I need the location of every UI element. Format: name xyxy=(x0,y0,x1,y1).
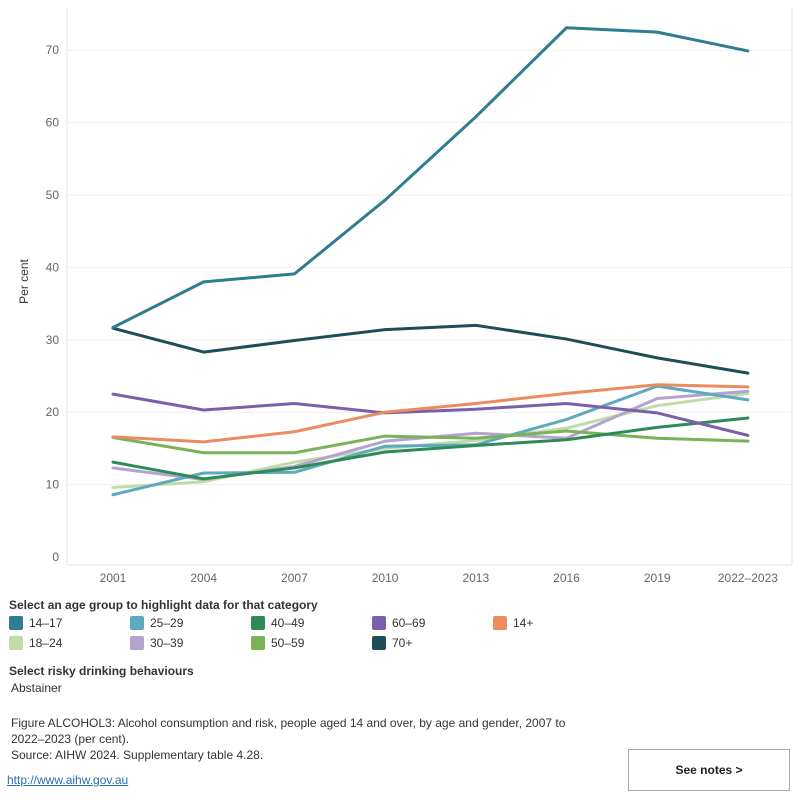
legend-swatch xyxy=(130,616,144,630)
legend-swatch xyxy=(9,636,23,650)
x-tick-label: 2016 xyxy=(553,571,580,585)
y-tick-label: 70 xyxy=(46,43,60,57)
y-tick-label: 60 xyxy=(46,116,60,130)
series-line-40–49[interactable] xyxy=(111,416,750,481)
series-line-70+[interactable] xyxy=(111,323,750,375)
series-line-50–59[interactable] xyxy=(111,429,750,455)
legend-label: 40–49 xyxy=(271,616,305,630)
legend-swatch xyxy=(9,616,23,630)
legend-swatch xyxy=(251,616,265,630)
y-tick-label: 20 xyxy=(46,405,60,419)
legend-label: 18–24 xyxy=(29,636,63,650)
legend-item-14+[interactable]: 14+ xyxy=(493,614,533,632)
see-notes-button[interactable]: See notes > xyxy=(628,749,790,791)
legend-item-60–69[interactable]: 60–69 xyxy=(372,614,425,632)
legend-label: 30–39 xyxy=(150,636,184,650)
legend-item-70+[interactable]: 70+ xyxy=(372,634,412,652)
legend-swatch xyxy=(251,636,265,650)
risk-behaviour-title: Select risky drinking behaviours xyxy=(9,664,194,678)
x-tick-label: 2004 xyxy=(190,571,217,585)
x-tick-label: 2007 xyxy=(281,571,308,585)
x-tick-label: 2013 xyxy=(462,571,489,585)
legend-label: 25–29 xyxy=(150,616,184,630)
y-tick-label: 10 xyxy=(46,478,60,492)
x-tick-label: 2010 xyxy=(372,571,399,585)
legend-label: 14+ xyxy=(513,616,534,630)
series-lines xyxy=(111,26,750,497)
y-tick-label: 40 xyxy=(46,260,60,274)
x-tick-label: 2022–2023 xyxy=(718,571,778,585)
caption-source: Source: AIHW 2024. Supplementary table 4… xyxy=(11,748,264,762)
x-tick-label: 2001 xyxy=(100,571,127,585)
legend-label: 60–69 xyxy=(392,616,426,630)
line-chart: 0 10 20 30 40 50 60 70 2001 2004 2007 2010 2013 2016… xyxy=(17,8,793,585)
figure-caption: Figure ALCOHOL3: Alcohol consumption and… xyxy=(11,715,601,763)
legend-item-14–17[interactable]: 14–17 xyxy=(9,614,62,632)
legend-label: 50–59 xyxy=(271,636,305,650)
y-tick-label: 0 xyxy=(52,550,59,564)
legend-swatch xyxy=(372,636,386,650)
legend-label: 70+ xyxy=(392,636,413,650)
legend-swatch xyxy=(130,636,144,650)
legend-title: Select an age group to highlight data fo… xyxy=(9,598,318,612)
risk-behaviour-selector[interactable]: Abstainer xyxy=(11,681,62,695)
series-line-14+[interactable] xyxy=(111,383,750,444)
aihw-link[interactable]: http://www.aihw.gov.au xyxy=(7,773,129,787)
legend-item-40–49[interactable]: 40–49 xyxy=(251,614,304,632)
caption-title: Figure ALCOHOL3: Alcohol consumption and… xyxy=(11,716,566,746)
legend-item-25–29[interactable]: 25–29 xyxy=(130,614,183,632)
legend-label: 14–17 xyxy=(29,616,63,630)
series-line-60–69[interactable] xyxy=(111,392,750,437)
x-tick-label: 2019 xyxy=(644,571,671,585)
legend-item-30–39[interactable]: 30–39 xyxy=(130,634,183,652)
legend-item-18–24[interactable]: 18–24 xyxy=(9,634,62,652)
y-axis-label: Per cent xyxy=(17,258,31,303)
legend-swatch xyxy=(372,616,386,630)
y-tick-label: 50 xyxy=(46,188,60,202)
legend-swatch xyxy=(493,616,507,630)
series-line-25–29[interactable] xyxy=(111,384,750,497)
series-line-14–17[interactable] xyxy=(111,26,750,329)
x-axis: 2001 2004 2007 2010 2013 2016 2019 2022–2023 xyxy=(100,571,779,585)
legend-item-50–59[interactable]: 50–59 xyxy=(251,634,304,652)
chart-grid xyxy=(66,8,793,566)
y-axis: 0 10 20 30 40 50 60 70 xyxy=(46,43,60,564)
y-tick-label: 30 xyxy=(46,333,60,347)
series-line-30–39[interactable] xyxy=(111,389,750,482)
